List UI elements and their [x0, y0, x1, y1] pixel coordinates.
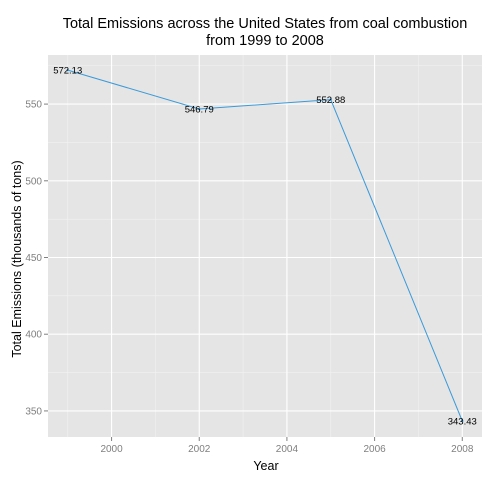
y-tick-label: 400 [25, 330, 42, 341]
data-label: 546.79 [185, 105, 214, 116]
y-tick-label: 550 [25, 100, 42, 111]
data-label: 343.43 [448, 416, 477, 427]
y-axis-title: Total Emissions (thousands of tons) [10, 160, 24, 357]
plot-panel [48, 55, 482, 437]
series-line [67, 69, 463, 422]
x-tick-label: 2006 [363, 444, 386, 455]
chart-title-line-2: from 1999 to 2008 [206, 33, 324, 49]
data-point [66, 68, 69, 72]
major-gridlines [48, 55, 482, 437]
x-tick-label: 2000 [100, 444, 123, 455]
x-axis-title: Year [253, 459, 278, 473]
data-label: 572.13 [53, 66, 82, 77]
data-point [198, 107, 201, 111]
chart-title-line-1: Total Emissions across the United States… [63, 16, 468, 32]
y-axis: 350 400 450 500 550 [25, 100, 48, 417]
minor-gridlines [48, 55, 482, 437]
data-label: 552.88 [316, 95, 345, 106]
series-layer [66, 68, 464, 423]
x-tick-label: 2002 [188, 444, 211, 455]
data-point [461, 419, 464, 423]
x-tick-label: 2008 [451, 444, 474, 455]
data-point [329, 98, 332, 101]
data-label-layer: 572.13 546.79 552.88 343.43 [53, 66, 477, 428]
y-tick-label: 500 [25, 176, 42, 187]
y-tick-label: 350 [25, 406, 42, 417]
y-tick-label: 450 [25, 253, 42, 264]
x-axis: 2000 2002 2004 2006 2008 [100, 437, 474, 455]
x-tick-label: 2004 [276, 444, 299, 455]
